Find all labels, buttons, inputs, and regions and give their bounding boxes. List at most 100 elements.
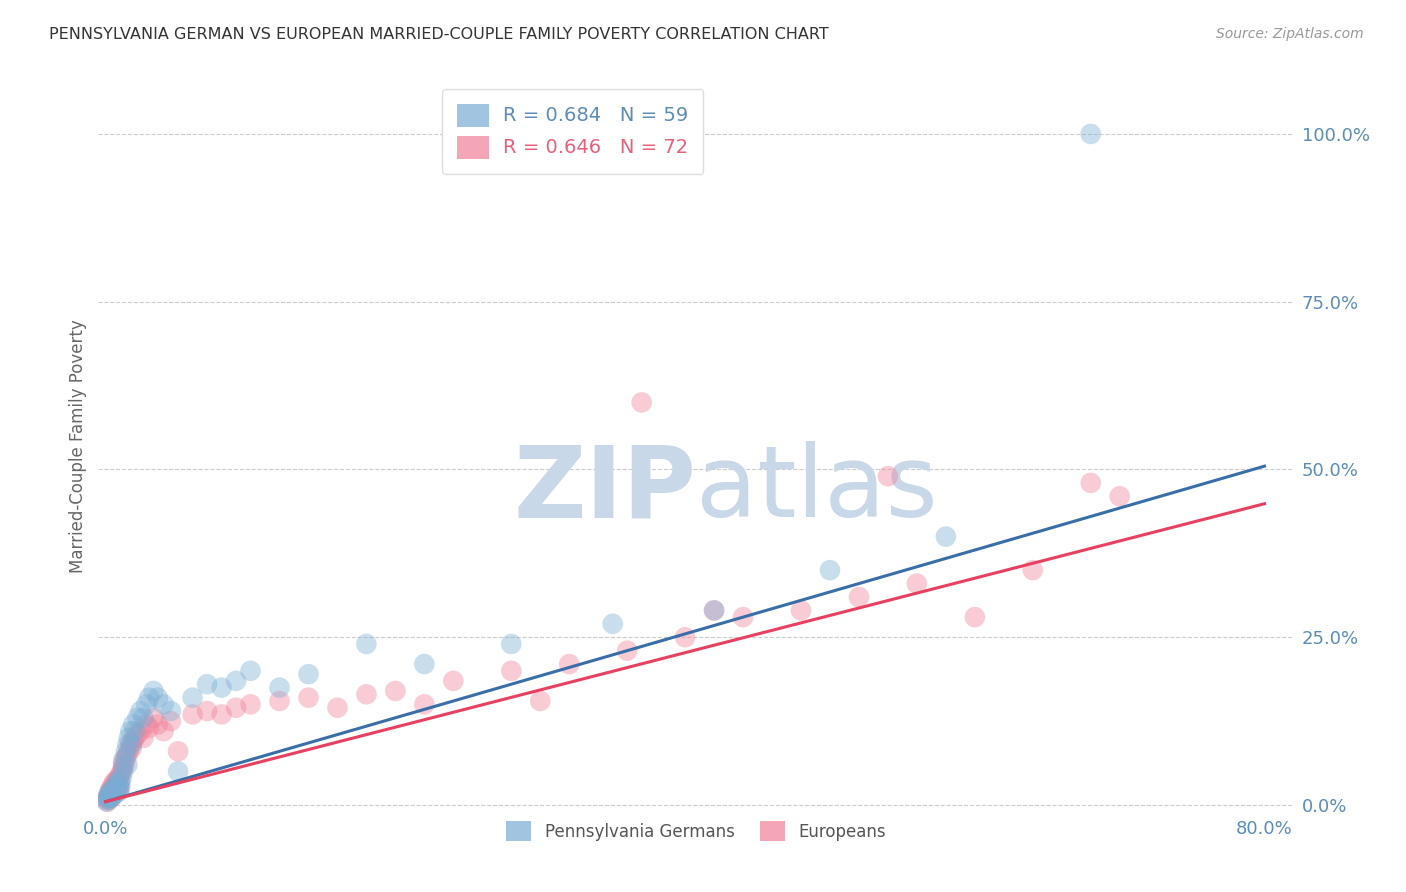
Text: ZIP: ZIP <box>513 442 696 539</box>
Point <box>120 738 142 752</box>
Point <box>97 792 120 806</box>
Point <box>114 757 136 772</box>
Point <box>103 774 125 789</box>
Point <box>269 681 291 695</box>
Point <box>101 784 124 798</box>
Point <box>107 771 129 785</box>
Point <box>97 789 120 804</box>
Point <box>108 781 131 796</box>
Point <box>98 791 121 805</box>
Point <box>110 771 132 785</box>
Point <box>114 751 136 765</box>
Point <box>356 637 378 651</box>
Point <box>630 395 652 409</box>
Point <box>129 704 152 718</box>
Point <box>529 694 551 708</box>
Point <box>142 684 165 698</box>
Point <box>105 781 128 796</box>
Point <box>239 664 262 678</box>
Point <box>818 563 841 577</box>
Point <box>97 788 120 802</box>
Point <box>138 690 160 705</box>
Point <box>297 690 319 705</box>
Point <box>413 657 436 671</box>
Point <box>103 783 125 797</box>
Point <box>877 469 900 483</box>
Point <box>1080 475 1102 490</box>
Point <box>107 783 129 797</box>
Point <box>703 603 725 617</box>
Point <box>1080 127 1102 141</box>
Point <box>103 788 125 802</box>
Point <box>167 744 190 758</box>
Point <box>790 603 813 617</box>
Point <box>616 643 638 657</box>
Point <box>96 792 118 806</box>
Point <box>103 781 125 796</box>
Point <box>160 714 183 728</box>
Point <box>107 784 129 798</box>
Point <box>181 707 204 722</box>
Point <box>160 704 183 718</box>
Point <box>100 784 122 798</box>
Point <box>108 768 131 782</box>
Point <box>107 778 129 792</box>
Point <box>167 764 190 779</box>
Point <box>124 724 146 739</box>
Point <box>129 724 152 739</box>
Point <box>115 744 138 758</box>
Point <box>146 717 169 731</box>
Point <box>935 530 957 544</box>
Text: Source: ZipAtlas.com: Source: ZipAtlas.com <box>1216 27 1364 41</box>
Point <box>124 731 146 745</box>
Point <box>963 610 986 624</box>
Point <box>105 781 128 796</box>
Point <box>558 657 581 671</box>
Point <box>138 721 160 735</box>
Point <box>104 776 127 790</box>
Point <box>152 698 174 712</box>
Point <box>100 789 122 804</box>
Point <box>602 616 624 631</box>
Point <box>98 784 121 798</box>
Point <box>413 698 436 712</box>
Point <box>105 774 128 789</box>
Point <box>108 778 131 792</box>
Point <box>117 757 139 772</box>
Point <box>97 791 120 805</box>
Point <box>152 724 174 739</box>
Point <box>104 778 127 792</box>
Point <box>146 690 169 705</box>
Point <box>673 630 696 644</box>
Point <box>731 610 754 624</box>
Point <box>132 731 155 745</box>
Point <box>101 788 124 802</box>
Point <box>1022 563 1045 577</box>
Point <box>121 738 143 752</box>
Point <box>1108 489 1130 503</box>
Point <box>117 738 139 752</box>
Point <box>326 700 349 714</box>
Point <box>98 783 121 797</box>
Point <box>269 694 291 708</box>
Point <box>104 784 127 798</box>
Point <box>441 673 464 688</box>
Point <box>108 774 131 789</box>
Point <box>142 711 165 725</box>
Point <box>110 764 132 779</box>
Point <box>211 707 233 722</box>
Point <box>501 664 523 678</box>
Point <box>181 690 204 705</box>
Text: PENNSYLVANIA GERMAN VS EUROPEAN MARRIED-COUPLE FAMILY POVERTY CORRELATION CHART: PENNSYLVANIA GERMAN VS EUROPEAN MARRIED-… <box>49 27 830 42</box>
Point <box>112 755 135 769</box>
Point <box>117 747 139 762</box>
Point <box>195 704 218 718</box>
Point <box>101 778 124 792</box>
Point <box>97 788 120 802</box>
Point <box>100 781 122 796</box>
Point <box>98 788 121 802</box>
Point <box>104 784 127 798</box>
Point <box>101 786 124 800</box>
Point <box>100 789 122 804</box>
Point <box>112 757 135 772</box>
